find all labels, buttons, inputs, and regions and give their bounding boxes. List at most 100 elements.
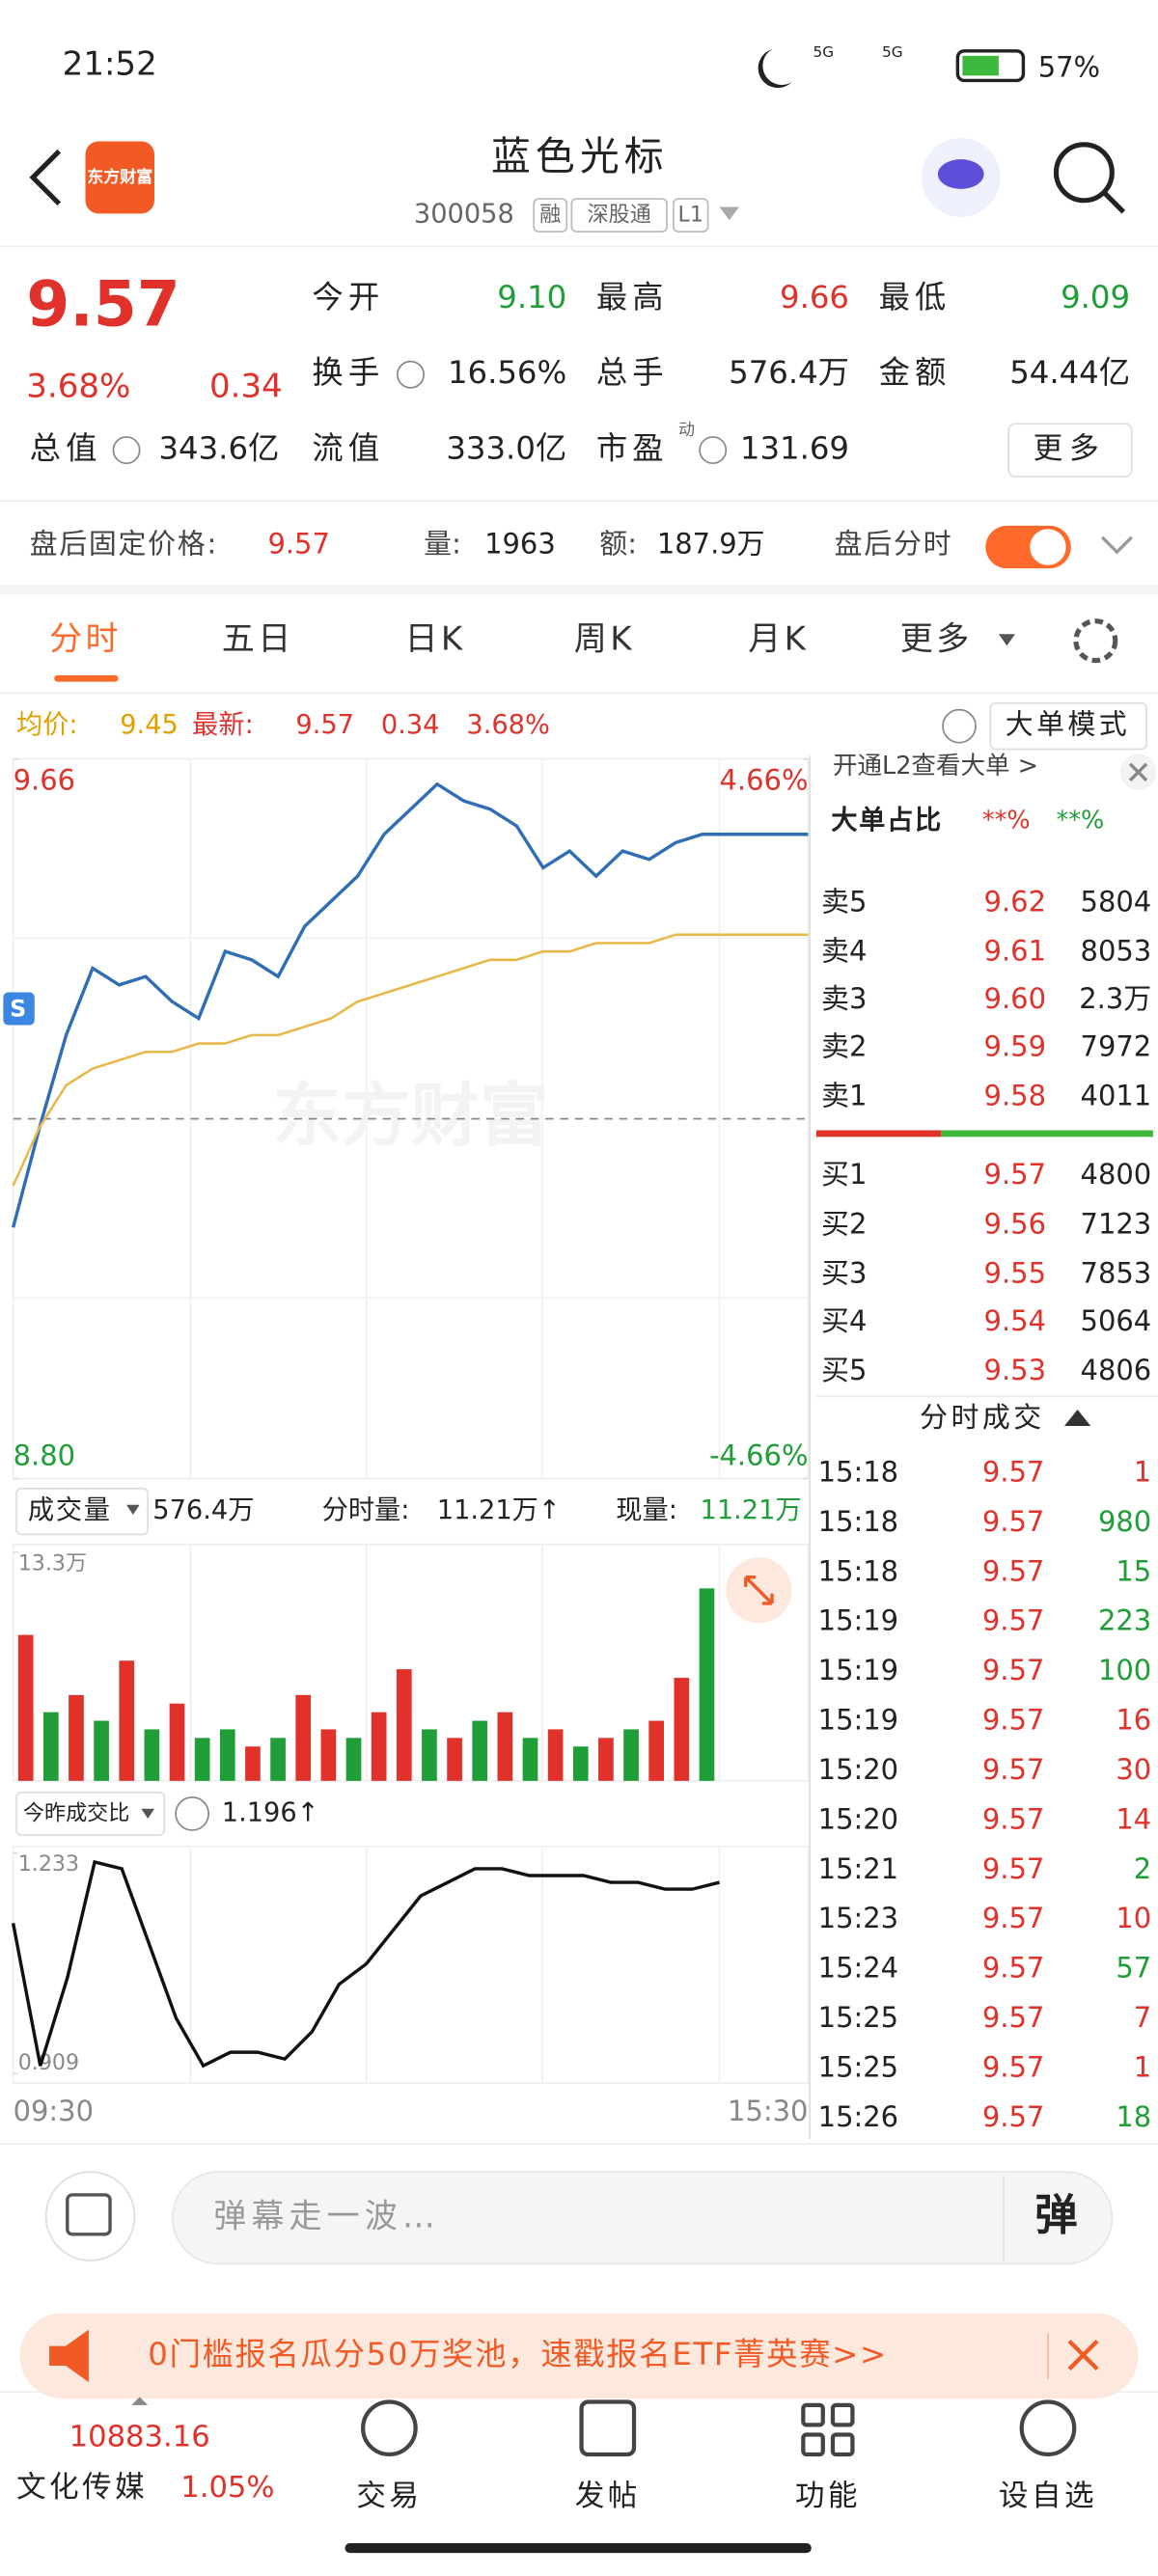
book-price: 9.53 (984, 1354, 1046, 1386)
trade-price: 9.57 (982, 1753, 1044, 1786)
book-price: 9.57 (984, 1158, 1046, 1191)
trade-time: 15:19 (818, 1654, 898, 1686)
tab[interactable]: 分时 (49, 620, 122, 659)
index-value[interactable]: 10883.16 (69, 2420, 210, 2453)
expand-chevron[interactable] (1100, 535, 1133, 555)
field-label: 最低 (879, 279, 951, 315)
tab[interactable]: 月K (748, 620, 809, 659)
watchlist-icon[interactable] (1019, 2399, 1077, 2457)
post-icon[interactable] (579, 2399, 637, 2457)
nav-item[interactable]: 设自选 (999, 2480, 1097, 2513)
trade-time: 15:25 (818, 2001, 898, 2034)
moon-icon (758, 49, 792, 89)
nav-item[interactable]: 交易 (356, 2480, 422, 2513)
trade-volume: 223 (1098, 1604, 1151, 1637)
stock-code: 300058 (414, 200, 514, 230)
big-buy: **% (982, 806, 1031, 835)
trade-price: 9.57 (982, 2001, 1044, 2034)
mode-button[interactable] (989, 701, 1147, 751)
stock-tag: 深股通 (588, 203, 651, 228)
book-level: 卖3 (821, 982, 867, 1015)
book-volume: 4806 (1081, 1354, 1152, 1386)
banner-text[interactable]: 0门槛报名瓜分50万奖池，速戳报名ETF菁英赛>> (148, 2336, 888, 2372)
index-change[interactable]: 1.05% (180, 2471, 274, 2505)
volume-bar (422, 1729, 437, 1781)
series-line (11, 1859, 720, 2069)
home-indicator (345, 2542, 812, 2554)
field-label: 金额 (879, 354, 951, 391)
tab[interactable]: 日K (404, 620, 465, 659)
trade-time: 15:25 (818, 2051, 898, 2084)
field-value: 9.09 (1061, 279, 1130, 315)
volume-bar (94, 1720, 109, 1781)
ratio-selector-label[interactable]: 今昨成交比 (23, 1800, 130, 1825)
tab[interactable]: 更多 (900, 620, 973, 659)
volume-bar (447, 1738, 462, 1781)
search-handle (1102, 190, 1126, 214)
current-value: 11.21万 (701, 1495, 802, 1525)
info-icon[interactable] (397, 360, 425, 389)
marker-badge[interactable] (3, 992, 35, 1026)
volume-bar (69, 1694, 84, 1781)
tab[interactable]: 周K (574, 620, 635, 659)
tab-underline (54, 674, 119, 682)
back-button[interactable] (29, 149, 62, 206)
sort-arrow[interactable] (1063, 1410, 1091, 1427)
book-level: 买5 (821, 1354, 867, 1386)
field-label: 流值 (312, 430, 384, 467)
stock-tag: 融 (539, 203, 561, 228)
field-label: 市盈 (596, 430, 669, 467)
mode-label[interactable]: 大单模式 (1006, 708, 1130, 741)
marker-label[interactable]: S (10, 996, 26, 1023)
more-button[interactable] (1007, 423, 1133, 478)
comment-placeholder[interactable]: 弹幕走一波… (213, 2197, 440, 2235)
trade-volume: 15 (1116, 1554, 1151, 1587)
info-icon[interactable] (112, 436, 141, 465)
function-icon[interactable] (801, 2402, 855, 2457)
volume-bar (699, 1588, 715, 1781)
more-label[interactable]: 更多 (1034, 432, 1106, 466)
book-volume: 8053 (1081, 935, 1152, 968)
comment-input[interactable] (171, 2171, 1114, 2265)
help-icon[interactable] (175, 1796, 210, 1831)
trade-volume: 18 (1116, 2100, 1151, 2133)
trade-volume: 30 (1116, 1753, 1151, 1786)
ratio-value: 1.196↑ (222, 1797, 319, 1827)
volume-selector-label[interactable]: 成交量 (28, 1495, 112, 1525)
volume-value: 1963 (484, 527, 556, 560)
info-icon[interactable] (699, 436, 728, 465)
toggle-knob (1030, 529, 1066, 565)
nav-item[interactable]: 功能 (795, 2480, 861, 2513)
book-level: 买1 (821, 1158, 867, 1191)
tab-dropdown[interactable] (998, 634, 1015, 646)
close-icon (1128, 762, 1148, 782)
comment-icon[interactable] (44, 2171, 136, 2261)
nav-item[interactable]: 发帖 (575, 2480, 641, 2513)
settings-button[interactable] (1073, 618, 1118, 664)
volume-bar (320, 1729, 337, 1781)
trades-title[interactable]: 分时成交 (920, 1401, 1044, 1434)
expand-icon (744, 1575, 774, 1605)
volume-bar (144, 1729, 160, 1781)
logo[interactable] (85, 141, 154, 214)
grid (13, 758, 809, 2084)
book-volume: 4011 (1081, 1079, 1152, 1111)
ratio-selector[interactable] (15, 1791, 166, 1836)
search-button[interactable] (1053, 142, 1115, 204)
l2-banner[interactable]: 开通L2查看大单 > (833, 752, 1038, 781)
dropdown-arrow[interactable] (719, 206, 739, 221)
index-name[interactable]: 文化传媒 (16, 2471, 148, 2505)
y-tick-label: 0.909 (18, 2050, 79, 2075)
promo-banner[interactable] (19, 2313, 1139, 2399)
banner-close[interactable] (1067, 2339, 1099, 2370)
book-level: 卖2 (821, 1029, 867, 1062)
tab[interactable]: 五日 (222, 620, 294, 659)
volume-bar (345, 1738, 362, 1781)
volume-selector[interactable] (15, 1487, 150, 1536)
help-icon[interactable] (942, 708, 977, 744)
trade-icon[interactable] (361, 2399, 418, 2457)
stock-tag: L1 (678, 203, 703, 228)
danmaku-button[interactable]: 弹 (1034, 2191, 1077, 2240)
